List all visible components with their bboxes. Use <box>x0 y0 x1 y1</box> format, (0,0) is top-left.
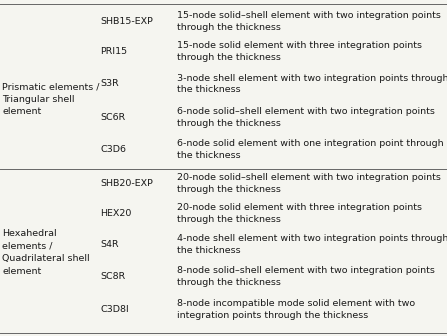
Text: 15-node solid element with three integration points
through the thickness: 15-node solid element with three integra… <box>177 41 422 62</box>
Text: 20-node solid element with three integration points
through the thickness: 20-node solid element with three integra… <box>177 203 422 224</box>
Text: C3D8I: C3D8I <box>101 305 129 313</box>
Text: 6-node solid–shell element with two integration points
through the thickness: 6-node solid–shell element with two inte… <box>177 107 434 128</box>
Text: 20-node solid–shell element with two integration points
through the thickness: 20-node solid–shell element with two int… <box>177 173 440 194</box>
Text: SHB15-EXP: SHB15-EXP <box>101 17 153 26</box>
Text: 8-node solid–shell element with two integration points
through the thickness: 8-node solid–shell element with two inte… <box>177 266 434 287</box>
Text: S3R: S3R <box>101 80 119 88</box>
Text: S4R: S4R <box>101 240 119 249</box>
Text: 6-node solid element with one integration point through
the thickness: 6-node solid element with one integratio… <box>177 139 443 160</box>
Text: 4-node shell element with two integration points through
the thickness: 4-node shell element with two integratio… <box>177 234 447 255</box>
Text: PRI15: PRI15 <box>101 47 128 56</box>
Text: 8-node incompatible mode solid element with two
integration points through the t: 8-node incompatible mode solid element w… <box>177 299 415 320</box>
Text: SC6R: SC6R <box>101 113 126 122</box>
Text: 3-node shell element with two integration points through
the thickness: 3-node shell element with two integratio… <box>177 74 447 94</box>
Text: 15-node solid–shell element with two integration points
through the thickness: 15-node solid–shell element with two int… <box>177 11 440 32</box>
Text: HEX20: HEX20 <box>101 209 132 218</box>
Text: SC8R: SC8R <box>101 272 126 281</box>
Text: C3D6: C3D6 <box>101 145 127 154</box>
Text: Prismatic elements /
Triangular shell
element: Prismatic elements / Triangular shell el… <box>2 82 100 116</box>
Text: Hexahedral
elements /
Quadrilateral shell
element: Hexahedral elements / Quadrilateral shel… <box>2 229 90 276</box>
Text: SHB20-EXP: SHB20-EXP <box>101 179 153 187</box>
